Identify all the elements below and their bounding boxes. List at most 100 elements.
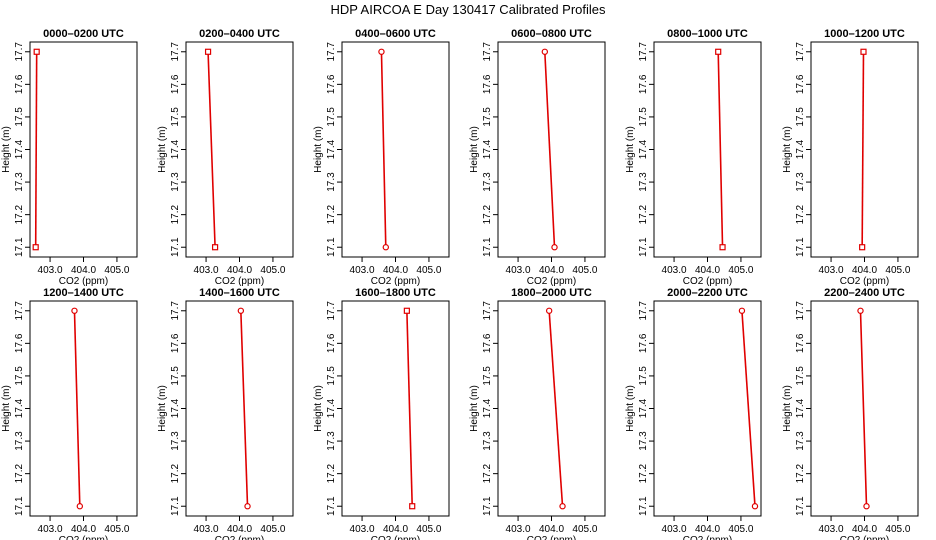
y-tick-label: 17.3 <box>638 431 649 451</box>
x-tick-label: 403.0 <box>194 524 219 535</box>
data-point <box>559 503 566 510</box>
x-tick-label: 403.0 <box>662 265 687 276</box>
y-tick-label: 17.1 <box>326 237 337 257</box>
y-tick-label: 17.6 <box>638 333 649 353</box>
y-tick-label: 17.5 <box>638 366 649 386</box>
y-tick-label: 17.6 <box>170 74 181 94</box>
plot-frame <box>497 300 606 517</box>
data-point <box>859 244 866 251</box>
y-tick-label: 17.7 <box>795 42 806 62</box>
x-axis-label: CO2 (ppm) <box>840 535 889 540</box>
y-axis-label: Height (m) <box>157 126 168 173</box>
plot-frame <box>341 300 450 517</box>
data-point <box>545 307 553 314</box>
x-axis-label: CO2 (ppm) <box>59 276 108 287</box>
y-axis-label: Height (m) <box>625 385 636 432</box>
y-tick-label: 17.2 <box>638 463 649 483</box>
y-tick-label: 17.7 <box>170 42 181 62</box>
y-tick-label: 17.2 <box>482 463 493 483</box>
profile-line <box>861 51 865 248</box>
y-tick-label: 17.4 <box>170 139 181 159</box>
x-tick-label: 405.0 <box>260 265 285 276</box>
y-tick-label: 17.4 <box>638 139 649 159</box>
y-tick-label: 17.5 <box>326 107 337 127</box>
x-axis-label: CO2 (ppm) <box>59 535 108 540</box>
x-tick-label: 404.0 <box>852 265 877 276</box>
data-point <box>857 307 864 314</box>
x-tick-label: 404.0 <box>71 265 96 276</box>
figure-title: HDP AIRCOA E Day 130417 Calibrated Profi… <box>330 2 606 17</box>
data-point <box>32 244 39 251</box>
y-tick-label: 17.2 <box>14 204 25 224</box>
panel-title: 2200–2400 UTC <box>824 287 905 299</box>
y-tick-label: 17.3 <box>14 431 25 451</box>
y-tick-label: 17.5 <box>14 107 25 127</box>
y-tick-label: 17.6 <box>14 74 25 94</box>
data-point <box>860 48 867 55</box>
x-tick-label: 405.0 <box>728 265 753 276</box>
plot-frame <box>185 41 294 258</box>
plot-frame <box>29 41 138 258</box>
y-tick-label: 17.5 <box>795 107 806 127</box>
x-tick-label: 404.0 <box>539 265 564 276</box>
y-tick-label: 17.3 <box>14 172 25 192</box>
x-tick-label: 404.0 <box>227 265 252 276</box>
data-point <box>382 244 390 251</box>
panel-title: 0200–0400 UTC <box>199 28 280 40</box>
y-tick-label: 17.6 <box>795 74 806 94</box>
x-tick-label: 403.0 <box>350 265 375 276</box>
data-point <box>541 48 549 55</box>
y-tick-label: 17.1 <box>14 237 25 257</box>
data-point <box>551 244 558 251</box>
y-tick-label: 17.6 <box>14 333 25 353</box>
data-point <box>863 503 870 510</box>
panel-title: 0000–0200 UTC <box>43 28 124 40</box>
x-axis-label: CO2 (ppm) <box>371 276 420 287</box>
x-tick-label: 403.0 <box>194 265 219 276</box>
data-point <box>211 244 219 251</box>
y-axis-label: Height (m) <box>469 385 480 432</box>
y-axis-label: Height (m) <box>313 126 324 173</box>
data-point <box>76 503 84 510</box>
y-tick-label: 17.4 <box>326 139 337 159</box>
x-tick-label: 404.0 <box>383 524 408 535</box>
data-point <box>403 307 410 314</box>
x-tick-label: 403.0 <box>350 524 375 535</box>
x-tick-label: 403.0 <box>38 265 63 276</box>
y-axis-label: Height (m) <box>625 126 636 173</box>
y-tick-label: 17.1 <box>795 496 806 516</box>
x-tick-label: 404.0 <box>852 524 877 535</box>
y-tick-label: 17.1 <box>482 496 493 516</box>
y-tick-label: 17.4 <box>14 139 25 159</box>
y-axis-label: Height (m) <box>1 126 12 173</box>
data-point <box>715 48 722 55</box>
profile-line <box>240 310 249 507</box>
y-tick-label: 17.3 <box>482 172 493 192</box>
y-tick-label: 17.7 <box>638 301 649 321</box>
y-tick-label: 17.7 <box>638 42 649 62</box>
x-tick-label: 405.0 <box>416 524 441 535</box>
x-axis-label: CO2 (ppm) <box>371 535 420 540</box>
profile-line <box>207 51 216 248</box>
x-tick-label: 404.0 <box>227 524 252 535</box>
y-tick-label: 17.1 <box>638 496 649 516</box>
y-tick-label: 17.5 <box>638 107 649 127</box>
x-tick-label: 403.0 <box>506 265 531 276</box>
profile-line <box>859 310 868 507</box>
y-tick-label: 17.3 <box>638 172 649 192</box>
y-tick-label: 17.5 <box>14 366 25 386</box>
y-axis-label: Height (m) <box>782 385 793 432</box>
profile-line <box>717 51 724 248</box>
y-tick-label: 17.5 <box>482 366 493 386</box>
y-tick-label: 17.3 <box>482 431 493 451</box>
y-tick-label: 17.6 <box>170 333 181 353</box>
profile-line <box>548 310 564 507</box>
y-tick-label: 17.4 <box>795 398 806 418</box>
profile-line <box>544 51 556 248</box>
